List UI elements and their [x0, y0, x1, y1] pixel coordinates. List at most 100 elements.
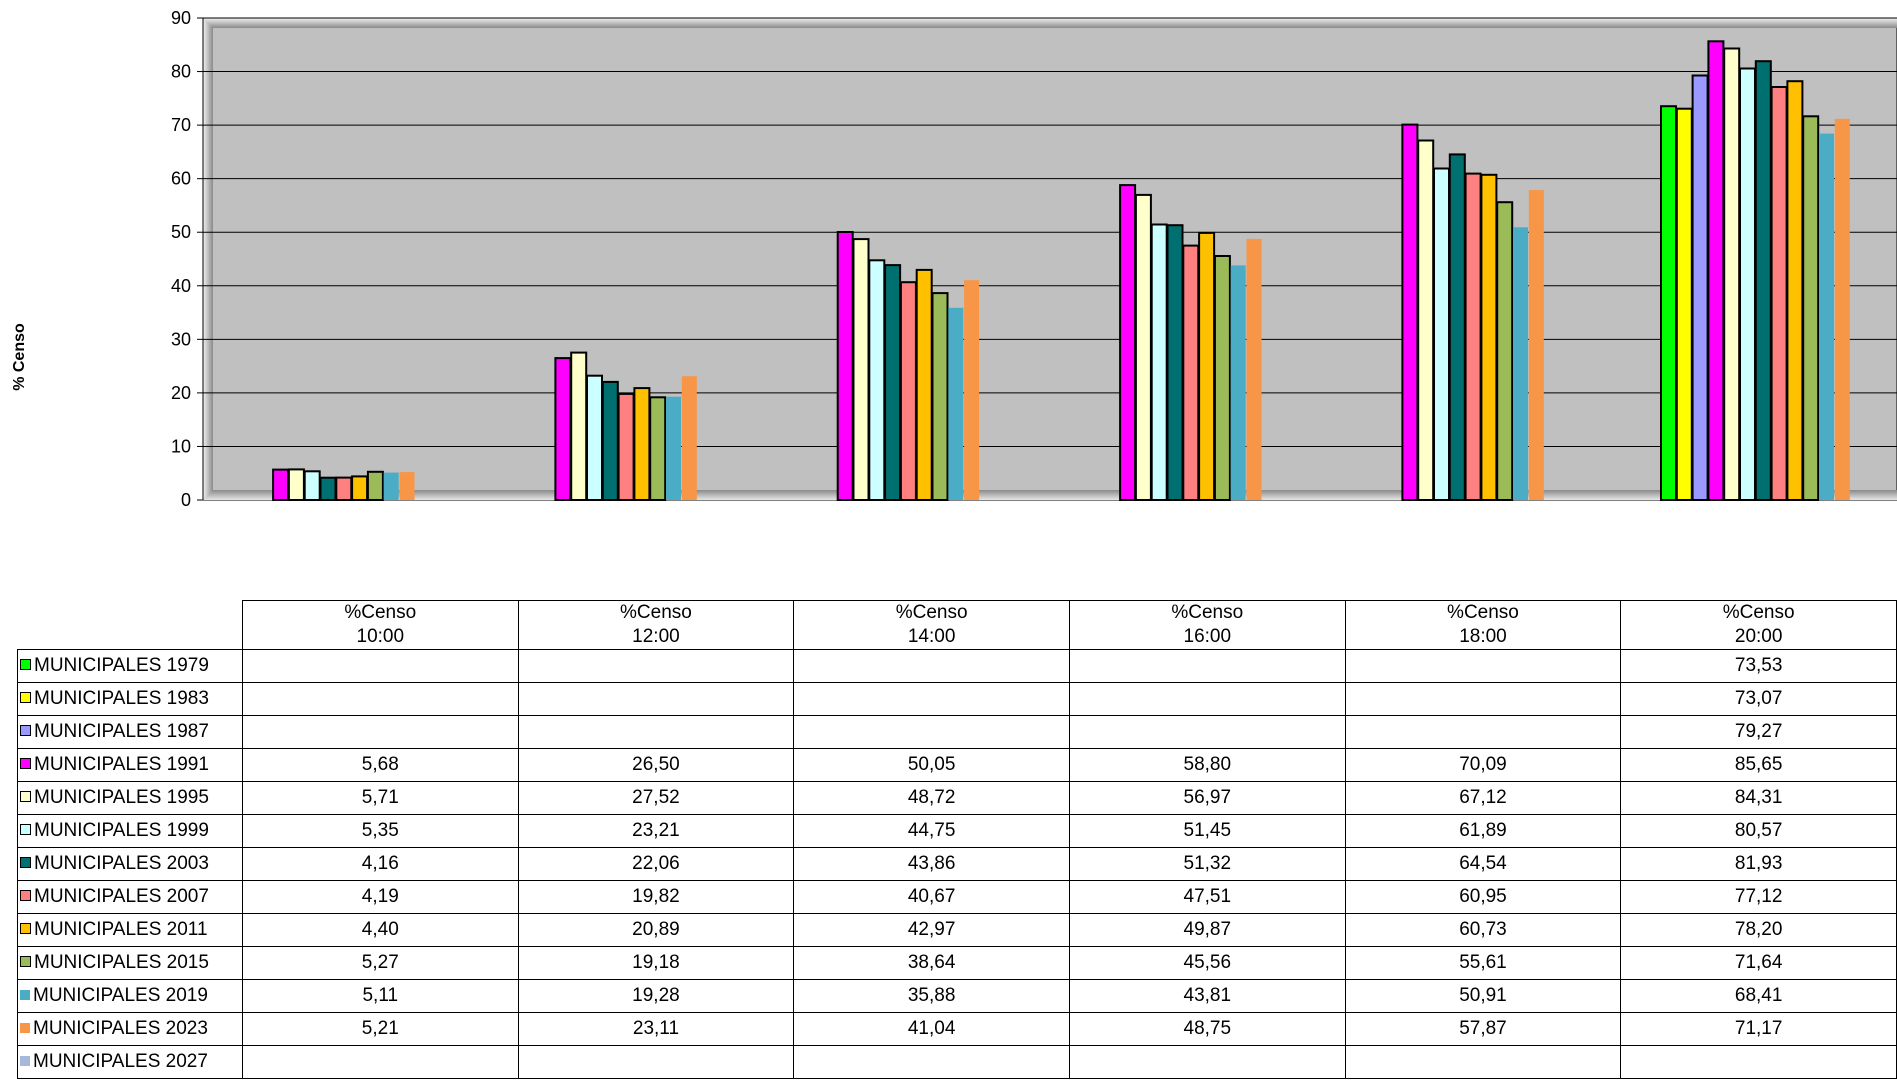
data-table: %Censo 10:00 %Censo 12:00 %Censo 14:00 %Censo 1… [17, 600, 1897, 1079]
data-label: 40,67 [793, 880, 1070, 914]
series-name: MUNICIPALES 1991 [34, 754, 209, 775]
series-name: MUNICIPALES 1979 [34, 655, 209, 676]
data-label [793, 682, 1070, 716]
category-label-line2: 10:00 [356, 626, 405, 647]
bar [1496, 201, 1514, 501]
legend-swatch [20, 1022, 30, 1033]
bar [649, 396, 667, 501]
table-row: MUNICIPALES 2027 [17, 1045, 1897, 1079]
bar [1739, 67, 1756, 501]
data-label [517, 715, 795, 749]
legend-swatch [20, 956, 31, 968]
y-tick-label: 90 [171, 8, 191, 28]
data-label: 5,68 [241, 748, 519, 782]
data-label: 73,53 [1620, 649, 1897, 683]
data-label: 58,80 [1068, 748, 1346, 782]
series-name: MUNICIPALES 2023 [33, 1018, 208, 1039]
data-label: 84,31 [1620, 781, 1897, 815]
category-label: %Censo 16:00 [1068, 600, 1346, 650]
bar [1723, 47, 1741, 501]
data-label: 85,65 [1620, 748, 1897, 782]
table-row: MUNICIPALES 1983 73,07 [17, 682, 1897, 716]
data-label: 68,41 [1620, 979, 1897, 1013]
legend-entry: MUNICIPALES 2027 [17, 1045, 243, 1079]
legend-swatch [20, 791, 31, 803]
data-label: 48,75 [1068, 1012, 1346, 1046]
bar [1246, 238, 1262, 500]
category-label-line1: %Censo [1447, 602, 1519, 623]
data-label: 35,88 [793, 979, 1070, 1013]
table-row: MUNICIPALES 2019 5,11 19,28 35,88 43,81 50,91… [17, 979, 1897, 1013]
legend-entry: MUNICIPALES 1979 [17, 649, 243, 683]
data-label [793, 715, 1070, 749]
data-label: 55,61 [1344, 946, 1622, 980]
table-row: MUNICIPALES 2007 4,19 19,82 40,67 47,51 60,95… [17, 880, 1897, 914]
bar [1770, 86, 1788, 501]
bar [1707, 40, 1725, 502]
data-label: 44,75 [793, 814, 1070, 848]
table-header-row: %Censo 10:00 %Censo 12:00 %Censo 14:00 %Censo 1… [18, 600, 1897, 650]
bar [1513, 227, 1528, 501]
data-label [1620, 1045, 1897, 1079]
table-corner [18, 601, 243, 650]
legend-swatch [20, 989, 30, 1000]
data-label: 5,21 [241, 1012, 519, 1046]
series-name: MUNICIPALES 1999 [34, 820, 209, 841]
category-label: %Censo 20:00 [1620, 600, 1897, 650]
bar [554, 357, 572, 501]
bar [1150, 223, 1168, 501]
data-label: 43,81 [1068, 979, 1346, 1013]
y-axis-label-box: % Censo [8, 300, 32, 420]
bars [272, 40, 1850, 502]
data-label [1068, 1045, 1346, 1079]
bar [287, 468, 305, 501]
data-label: 48,72 [793, 781, 1070, 815]
bar [836, 231, 854, 501]
data-label [1344, 649, 1622, 683]
y-tick-label: 0 [181, 490, 191, 510]
data-label: 49,87 [1068, 913, 1346, 947]
y-axis-ticks: 0 10 20 30 40 50 60 70 80 90 [171, 8, 204, 510]
bar [1834, 118, 1850, 501]
category-label-line2: 12:00 [632, 626, 680, 647]
legend-swatch [20, 659, 31, 671]
data-label: 5,11 [241, 979, 519, 1013]
category-label: %Censo 14:00 [793, 600, 1070, 650]
y-tick-label: 10 [171, 436, 191, 456]
data-label: 70,09 [1344, 748, 1622, 782]
data-label: 51,32 [1068, 847, 1346, 881]
bar [1119, 184, 1137, 501]
plot-background [202, 17, 1897, 501]
data-label: 4,40 [241, 913, 519, 947]
legend-entry: MUNICIPALES 1995 [17, 781, 243, 815]
data-label: 19,18 [517, 946, 795, 980]
bar [1230, 265, 1246, 500]
category-label-line1: %Censo [895, 602, 968, 623]
data-label: 42,97 [793, 913, 1070, 947]
legend-entry: MUNICIPALES 2015 [17, 946, 243, 980]
table-row: MUNICIPALES 2023 5,21 23,11 41,04 48,75 57,87… [17, 1012, 1897, 1046]
bar [666, 396, 681, 500]
gridlines [203, 17, 1897, 447]
table-row: MUNICIPALES 1991 5,68 26,50 50,05 58,80 70,09… [17, 748, 1897, 782]
legend-entry: MUNICIPALES 2011 [17, 913, 243, 947]
bar [366, 470, 384, 501]
bar [1802, 115, 1820, 502]
data-label: 23,11 [517, 1012, 795, 1046]
y-tick-label: 70 [171, 115, 191, 135]
data-label: 79,27 [1620, 715, 1897, 749]
category-label-line2: 18:00 [1459, 626, 1507, 647]
bar [1448, 153, 1466, 501]
data-label: 19,82 [517, 880, 795, 914]
legend-swatch [20, 1055, 30, 1066]
bar [633, 387, 651, 502]
data-label: 56,97 [1068, 781, 1346, 815]
bar [1433, 167, 1450, 501]
bar [335, 476, 353, 502]
table-row: MUNICIPALES 1999 5,35 23,21 44,75 51,45 61,89… [17, 814, 1897, 848]
bar [399, 472, 415, 500]
data-label [1344, 715, 1622, 749]
data-label [793, 1045, 1070, 1079]
data-label [1068, 649, 1346, 683]
data-label: 81,93 [1620, 847, 1897, 881]
